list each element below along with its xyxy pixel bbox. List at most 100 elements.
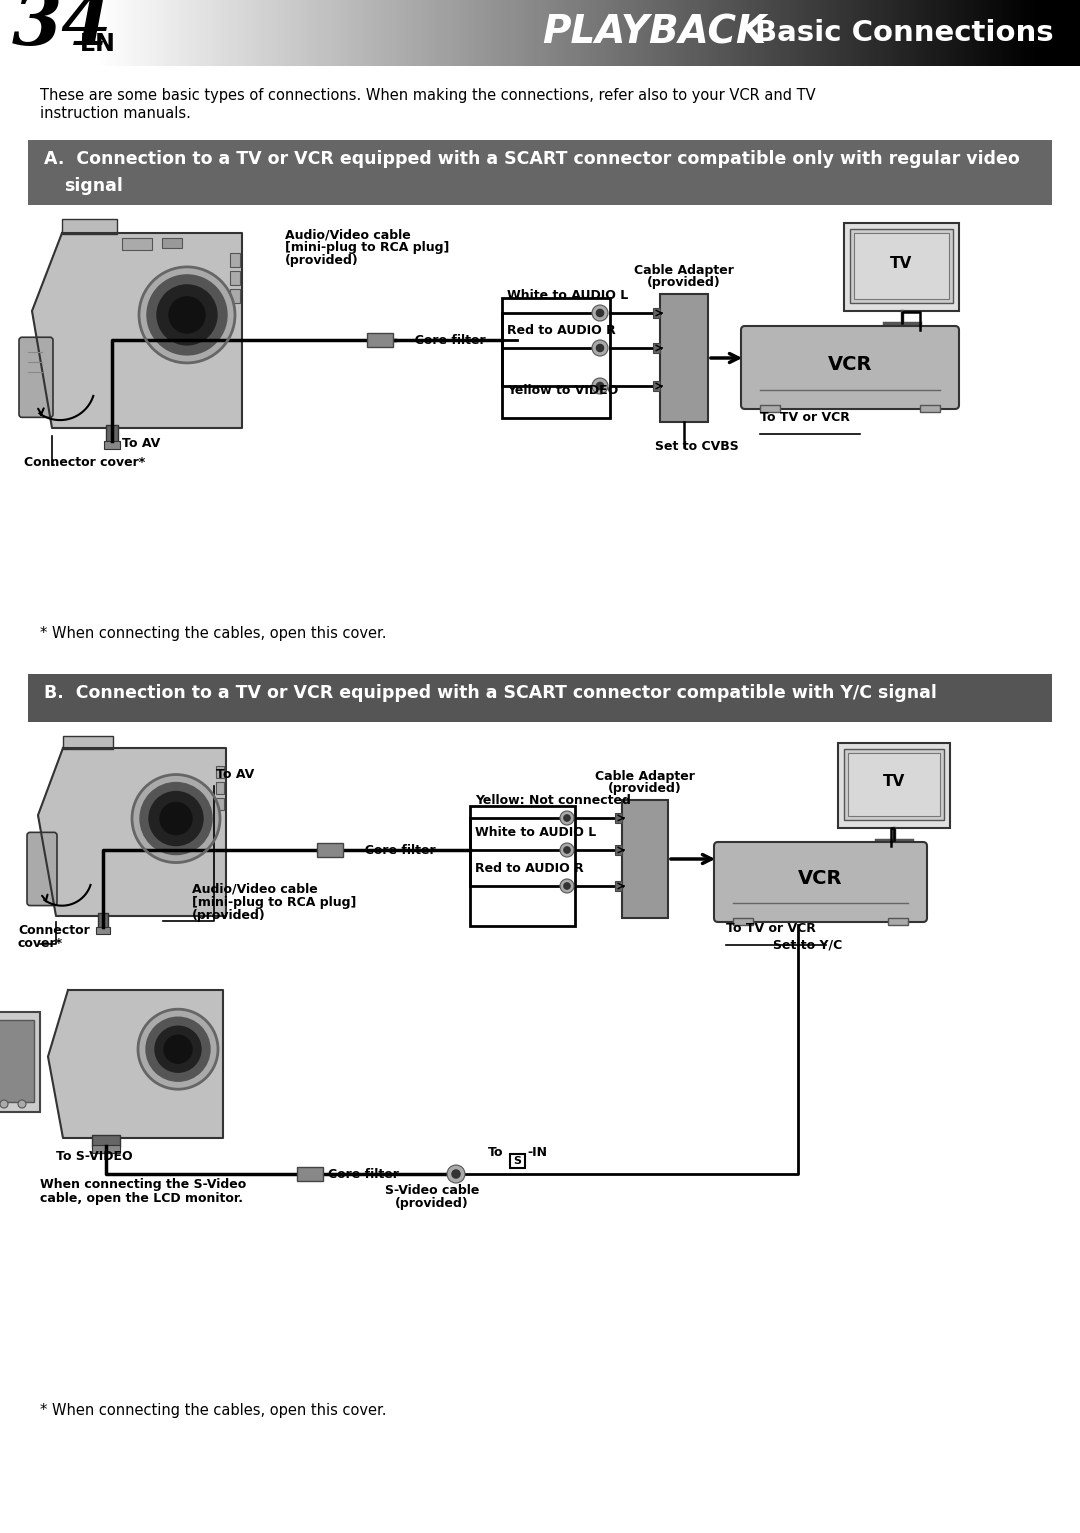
Bar [600, 0, 605, 66]
Bar [955, 0, 959, 66]
Bar [297, 1167, 323, 1180]
Text: (provided): (provided) [285, 254, 359, 267]
Bar [279, 0, 283, 66]
Text: (provided): (provided) [647, 276, 720, 290]
Bar [443, 0, 447, 66]
Bar [863, 0, 867, 66]
Bar [982, 0, 986, 66]
Bar [230, 290, 240, 304]
Bar [801, 0, 806, 66]
Bar [1017, 0, 1022, 66]
Bar [647, 0, 651, 66]
Polygon shape [32, 233, 242, 428]
Circle shape [149, 791, 203, 846]
Text: Connector cover*: Connector cover* [24, 455, 145, 469]
Bar [653, 308, 660, 317]
Circle shape [147, 274, 227, 356]
Bar [565, 0, 569, 66]
Circle shape [564, 883, 570, 889]
Bar [588, 0, 592, 66]
Text: When connecting the S-Video: When connecting the S-Video [40, 1177, 246, 1191]
Bar [683, 0, 687, 66]
Text: Yellow: Not connected: Yellow: Not connected [475, 794, 631, 806]
Bar [552, 0, 556, 66]
Bar [660, 0, 664, 66]
Bar [397, 0, 402, 66]
Text: (provided): (provided) [608, 782, 681, 796]
Circle shape [451, 1170, 460, 1177]
Bar [883, 0, 888, 66]
Bar [597, 0, 602, 66]
Bar [834, 0, 838, 66]
Bar [306, 0, 309, 66]
Circle shape [561, 878, 573, 894]
Bar [854, 233, 949, 299]
Text: B.  Connection to a TV or VCR equipped with a SCART connector compatible with Y/: B. Connection to a TV or VCR equipped wi… [44, 684, 936, 702]
Text: Audio/Video cable: Audio/Video cable [192, 883, 318, 895]
Bar [224, 0, 227, 66]
Bar [312, 0, 316, 66]
Circle shape [561, 811, 573, 825]
Text: 34: 34 [12, 0, 112, 60]
Circle shape [157, 285, 217, 345]
Bar [227, 0, 231, 66]
Bar [742, 0, 746, 66]
Bar [969, 0, 973, 66]
Bar [1074, 0, 1078, 66]
Bar [453, 0, 457, 66]
Bar [581, 0, 585, 66]
Text: cover*: cover* [18, 937, 63, 950]
Bar [821, 0, 825, 66]
Bar [407, 0, 411, 66]
Text: * When connecting the cables, open this cover.: * When connecting the cables, open this … [40, 625, 387, 641]
Bar [121, 0, 125, 66]
Bar [203, 0, 207, 66]
Text: PLAYBACK: PLAYBACK [542, 14, 766, 52]
Bar [98, 914, 108, 929]
Bar [367, 333, 393, 346]
Bar [230, 0, 234, 66]
Bar [213, 0, 217, 66]
Bar [739, 0, 743, 66]
Bar [909, 0, 914, 66]
Bar [430, 0, 434, 66]
Bar [824, 0, 828, 66]
Bar [723, 0, 727, 66]
Bar [699, 0, 703, 66]
Bar [462, 0, 467, 66]
Bar [666, 0, 671, 66]
Bar [357, 0, 362, 66]
Bar [309, 0, 313, 66]
Bar [702, 0, 706, 66]
Bar [1001, 0, 1005, 66]
Bar [1014, 0, 1018, 66]
Circle shape [592, 305, 608, 320]
Bar [906, 0, 910, 66]
Bar [676, 0, 680, 66]
Bar [860, 0, 864, 66]
Bar [515, 0, 519, 66]
Bar [1067, 0, 1071, 66]
Bar [318, 843, 343, 857]
Bar [705, 0, 710, 66]
Bar [615, 812, 622, 823]
Bar [436, 0, 441, 66]
Bar [509, 0, 513, 66]
Bar [456, 0, 460, 66]
Text: To: To [488, 1147, 503, 1159]
Bar [522, 0, 526, 66]
Bar [518, 0, 523, 66]
Bar [210, 0, 214, 66]
Bar [922, 0, 927, 66]
Bar [391, 0, 395, 66]
Bar [838, 744, 950, 828]
Bar [325, 0, 329, 66]
Bar [364, 0, 368, 66]
Bar [295, 0, 299, 66]
Bar [134, 0, 138, 66]
Text: [mini-plug to RCA plug]: [mini-plug to RCA plug] [192, 895, 356, 909]
Bar [230, 271, 240, 285]
Bar [0, 1019, 33, 1102]
Bar [145, 0, 149, 66]
Bar [644, 0, 648, 66]
